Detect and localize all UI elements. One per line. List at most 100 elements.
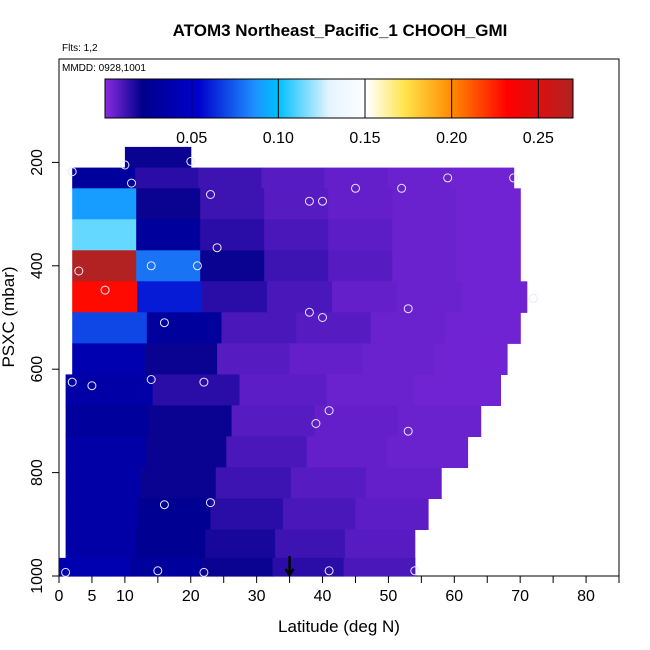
heatmap-cell	[65, 436, 147, 468]
sample-point	[192, 261, 202, 271]
heatmap-cell	[296, 312, 372, 344]
x-tick-label: 10	[116, 588, 134, 605]
sample-point	[100, 285, 110, 295]
heatmap-cell	[65, 529, 136, 559]
colorbar-tick-label: 0.10	[263, 130, 294, 147]
heatmap-cell	[392, 219, 457, 251]
y-tick-label: 600	[29, 356, 46, 383]
sample-point	[120, 160, 130, 170]
heatmap-cell	[413, 374, 501, 406]
heatmap-cell	[221, 312, 297, 344]
heatmap-cell	[397, 405, 482, 437]
heatmap-cell	[152, 374, 241, 406]
heatmap-cell	[456, 188, 521, 220]
heatmap-cell	[283, 498, 357, 530]
heatmap-cell	[328, 219, 393, 251]
heatmap-cell	[72, 188, 137, 220]
heatmap-cell	[200, 219, 265, 251]
heatmap-cell	[366, 467, 442, 499]
heatmap-cell	[434, 343, 508, 375]
heatmap-cell	[370, 312, 447, 344]
y-axis-label: PSXC (mbar)	[0, 266, 18, 367]
sample-point	[318, 313, 327, 322]
colorbar-ticks: 0.05 0.10 0.15 0.20 0.25	[176, 79, 554, 147]
heatmap-cell	[226, 436, 308, 468]
y-axis: 200 400 600 800 1000	[29, 149, 59, 594]
sample-point	[318, 196, 327, 206]
heatmap-cell	[231, 405, 316, 437]
sample-point	[61, 567, 71, 577]
heatmap-cell	[202, 281, 268, 313]
heatmap-cell	[65, 405, 150, 437]
heatmap-cell	[136, 250, 201, 282]
heatmap-cell	[445, 312, 521, 344]
sample-point	[403, 426, 413, 436]
sample-point	[304, 307, 314, 317]
heatmap-cell	[261, 167, 326, 189]
sample-point	[159, 500, 169, 510]
heatmap-cell	[205, 529, 276, 559]
colorbar-tick-label: 0.20	[436, 130, 467, 147]
heatmap-cell	[215, 467, 292, 499]
sample-point	[146, 375, 156, 384]
heatmap-cell	[264, 188, 329, 220]
heatmap-cell	[343, 557, 416, 577]
sample-points	[61, 156, 538, 577]
sample-point	[153, 566, 163, 576]
sample-point	[324, 566, 334, 576]
y-tick-label: 1000	[29, 558, 46, 594]
heatmap-cell	[324, 167, 389, 189]
heatmap-cell	[267, 281, 333, 313]
heatmap-cell	[130, 557, 202, 577]
heatmap-cell	[72, 219, 137, 251]
sample-point	[443, 173, 453, 183]
heatmap-cell	[72, 343, 146, 375]
sample-point	[206, 498, 215, 508]
sample-point	[410, 566, 420, 576]
heatmap-cell	[210, 498, 284, 530]
heatmap-cell	[275, 529, 346, 559]
sample-point	[87, 381, 97, 391]
heatmap-cell	[344, 529, 416, 559]
heatmap-cell	[65, 498, 139, 530]
date-note: MMDD: 0928,1001	[62, 63, 146, 74]
sample-point	[528, 293, 538, 303]
heatmap-cell	[201, 557, 274, 577]
heatmap-cell	[314, 405, 399, 437]
sample-point	[199, 377, 209, 387]
heatmap-cell	[328, 250, 393, 282]
sample-point	[311, 419, 321, 428]
heatmap-cell	[148, 405, 233, 437]
sample-point	[67, 377, 77, 387]
heatmap-cell	[72, 250, 137, 282]
sample-point	[186, 156, 196, 166]
heatmap-cell	[456, 219, 521, 251]
heatmap-cell	[136, 188, 201, 220]
sample-point	[403, 304, 413, 314]
colorbar-tick-label: 0.15	[349, 130, 380, 147]
heatmap-cell	[200, 250, 265, 282]
heatmap-cell	[289, 343, 363, 375]
heatmap-cell	[387, 167, 452, 189]
heatmap-cell	[136, 219, 201, 251]
flights-note: Flts: 1,2	[62, 43, 98, 54]
heatmap-cell	[65, 374, 154, 406]
heatmap-cell	[331, 281, 398, 313]
heatmap-cell	[355, 498, 429, 530]
y-tick-label: 200	[29, 149, 46, 176]
heatmap-cell	[146, 312, 223, 344]
heatmap-cell	[59, 557, 131, 577]
heatmap-cell	[217, 343, 291, 375]
colorbar	[104, 78, 574, 119]
heatmap-cells	[59, 146, 528, 577]
heatmap-cell	[290, 467, 367, 499]
heatmap-cell	[140, 467, 217, 499]
sample-point	[199, 567, 209, 577]
heatmap-cell	[272, 557, 345, 577]
heatmap-cell	[135, 167, 199, 189]
heatmap-cell	[306, 436, 388, 468]
y-tick-label: 800	[29, 459, 46, 486]
heatmap-cell	[137, 281, 203, 313]
sample-point	[212, 243, 222, 253]
